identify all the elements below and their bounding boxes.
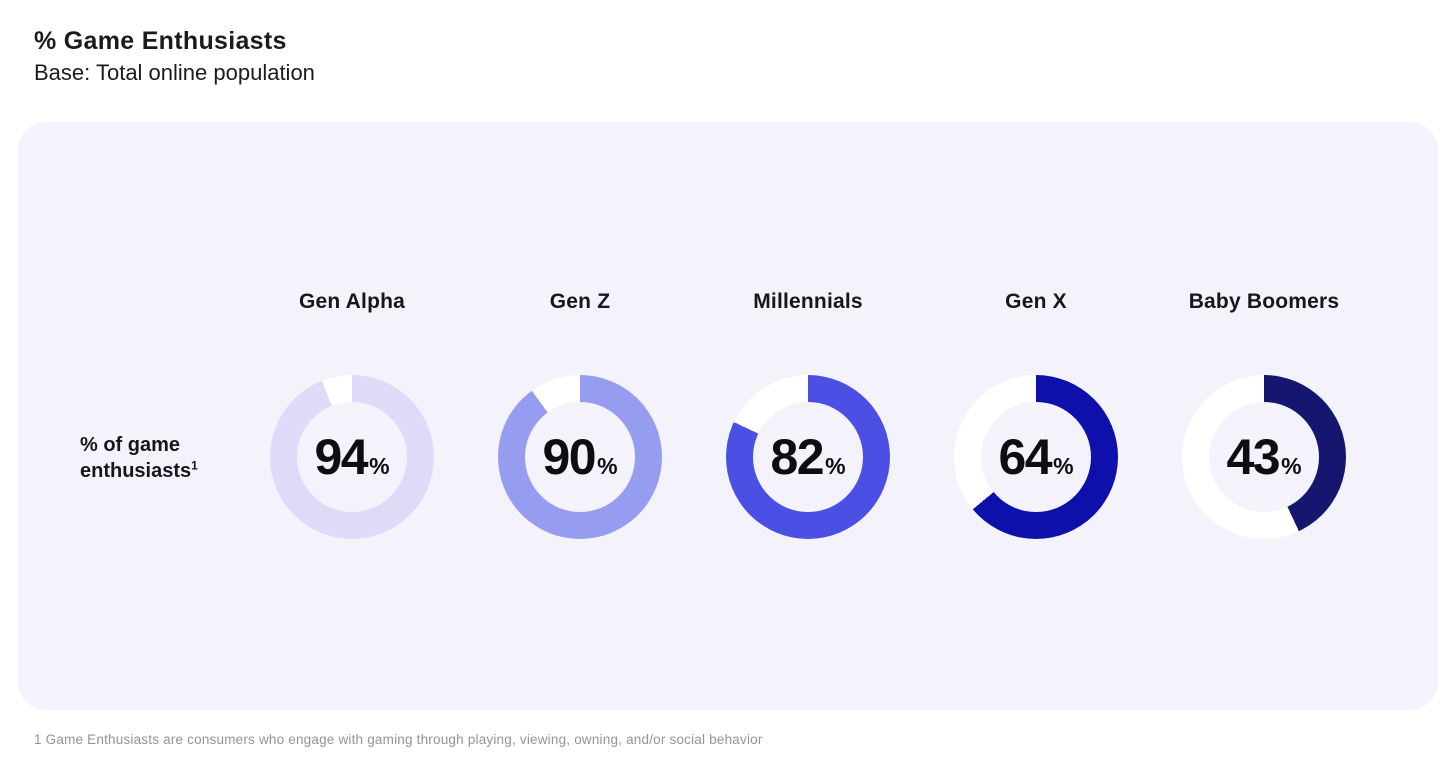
donut-ring: 90 %: [498, 374, 662, 539]
row-label-text: % of game enthusiasts: [80, 433, 192, 482]
page-subtitle: Base: Total online population: [34, 60, 315, 85]
donut-ring: 94 %: [270, 374, 434, 539]
donut-column-gen-alpha: Gen Alpha 94 %: [238, 122, 466, 539]
donut-column-header: Gen Alpha: [298, 289, 406, 313]
donut-value-number: 64: [998, 428, 1052, 485]
donut-chart-row: % of game enthusiasts1 Gen Alpha 94 % Ge…: [18, 122, 1438, 539]
row-label: % of game enthusiasts1: [18, 432, 238, 484]
donut-value-number: 82: [770, 428, 824, 485]
donut-ring: 82 %: [726, 374, 890, 539]
donut-hole: 43 %: [1209, 401, 1319, 512]
donut-column-baby-boomers: Baby Boomers 43 %: [1150, 122, 1378, 539]
donut-hole: 64 %: [981, 401, 1091, 512]
row-label-footnote-marker: 1: [191, 458, 198, 473]
donut-column-header: Gen Z: [549, 289, 611, 313]
donut-ring: 64 %: [954, 374, 1118, 539]
donut-hole: 82 %: [753, 401, 863, 512]
donut-value: 94 %: [314, 428, 389, 486]
donut-value-percent-sign: %: [597, 452, 618, 479]
donut-value-number: 43: [1226, 428, 1280, 485]
donut-value: 82 %: [770, 428, 845, 486]
donut-ring: 43 %: [1182, 374, 1346, 539]
page-header: % Game Enthusiasts Base: Total online po…: [0, 0, 1456, 89]
donut-value: 90 %: [542, 428, 617, 486]
donut-column-gen-x: Gen X 64 %: [922, 122, 1150, 539]
donut-value-number: 90: [542, 428, 596, 485]
donut-hole: 90 %: [525, 401, 635, 512]
donut-value-percent-sign: %: [1281, 452, 1302, 479]
donut-column-header: Baby Boomers: [1188, 289, 1340, 313]
donut-column-header: Millennials: [753, 289, 863, 313]
donut-value-percent-sign: %: [369, 452, 390, 479]
footnote: 1 Game Enthusiasts are consumers who eng…: [34, 731, 763, 747]
donut-value-percent-sign: %: [825, 452, 846, 479]
donut-value: 43 %: [1226, 428, 1301, 486]
donut-value-number: 94: [314, 428, 368, 485]
donut-chart-card: % of game enthusiasts1 Gen Alpha 94 % Ge…: [18, 121, 1438, 710]
donut-column-header: Gen X: [1005, 289, 1067, 313]
donut-column-millennials: Millennials 82 %: [694, 122, 922, 539]
donut-column-gen-z: Gen Z 90 %: [466, 122, 694, 539]
page-title: % Game Enthusiasts: [34, 27, 287, 55]
donut-hole: 94 %: [297, 401, 407, 512]
donut-value-percent-sign: %: [1053, 452, 1074, 479]
donut-value: 64 %: [998, 428, 1073, 486]
